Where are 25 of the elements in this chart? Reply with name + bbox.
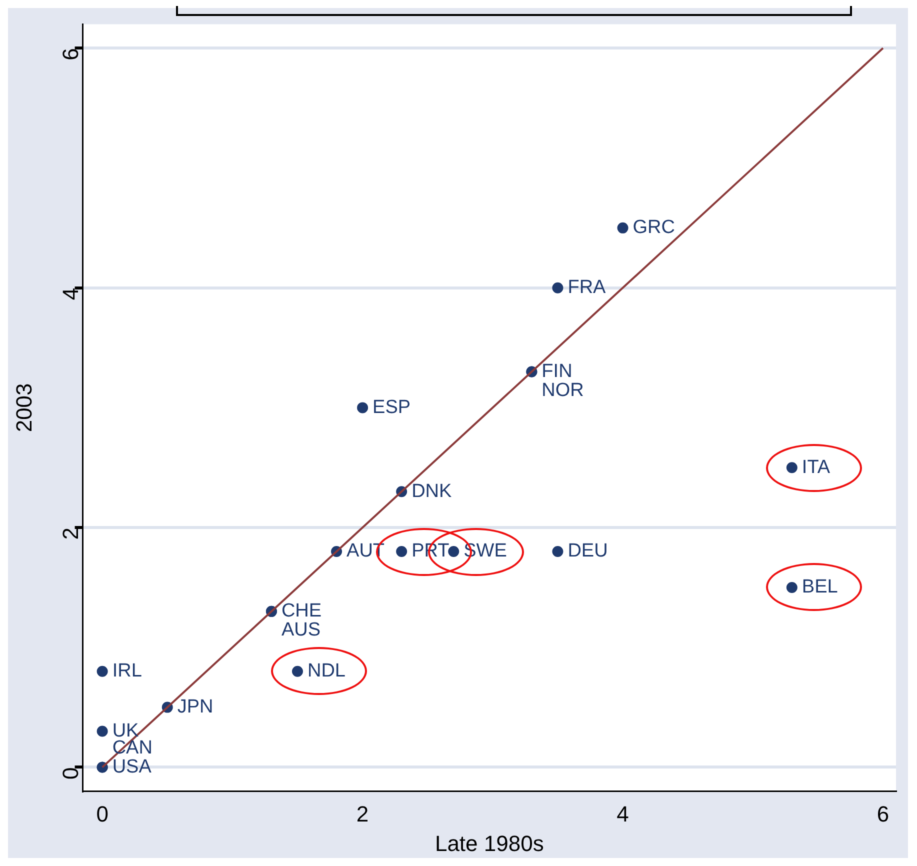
y-tick-label: 0 <box>58 767 83 780</box>
data-label: BEL <box>802 576 838 598</box>
data-label: DEU <box>568 540 608 562</box>
data-label: GRC <box>632 217 675 238</box>
y-tick-label: 6 <box>58 48 83 60</box>
data-label: IRL <box>112 660 142 682</box>
data-label: ITA <box>802 456 830 478</box>
data-label: JPN <box>177 696 214 718</box>
x-tick-label: 6 <box>876 801 890 826</box>
y-tick-label: 4 <box>58 288 83 300</box>
data-label: FIN <box>542 360 572 382</box>
data-label: CHE <box>281 600 322 622</box>
data-label: AUS <box>281 620 321 641</box>
x-tick-label: 4 <box>616 801 629 826</box>
data-label: DNK <box>412 480 452 502</box>
x-tick-label: 2 <box>356 801 369 826</box>
x-tick-label: 0 <box>96 801 108 826</box>
y-axis-title: 2003 <box>11 383 36 432</box>
data-label: USA <box>112 756 152 778</box>
data-label: NOR <box>542 380 584 401</box>
data-label: FRA <box>568 277 606 298</box>
x-axis-title: Late 1980s <box>434 830 544 856</box>
data-label: NDL <box>307 660 346 682</box>
data-label: ESP <box>372 396 411 418</box>
y-tick-label: 2 <box>58 528 83 540</box>
